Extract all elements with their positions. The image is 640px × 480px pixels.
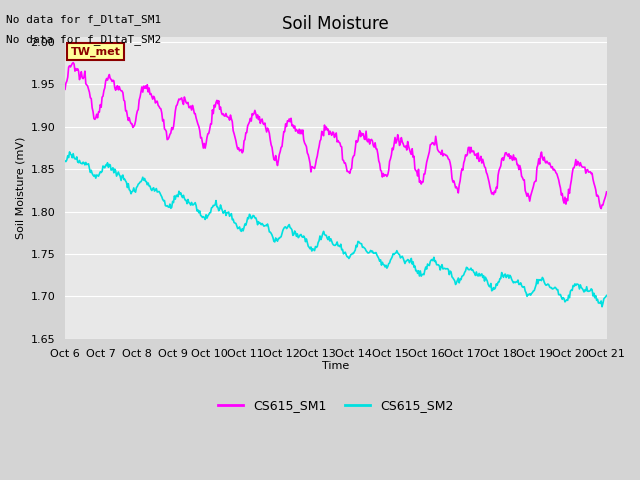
X-axis label: Time: Time (322, 361, 349, 372)
Text: No data for f_DltaT_SM1: No data for f_DltaT_SM1 (6, 14, 162, 25)
Title: Soil Moisture: Soil Moisture (282, 15, 389, 33)
Text: TW_met: TW_met (70, 47, 120, 57)
Legend: CS615_SM1, CS615_SM2: CS615_SM1, CS615_SM2 (213, 394, 458, 417)
Text: No data for f_DltaT_SM2: No data for f_DltaT_SM2 (6, 34, 162, 45)
Y-axis label: Soil Moisture (mV): Soil Moisture (mV) (15, 137, 25, 240)
